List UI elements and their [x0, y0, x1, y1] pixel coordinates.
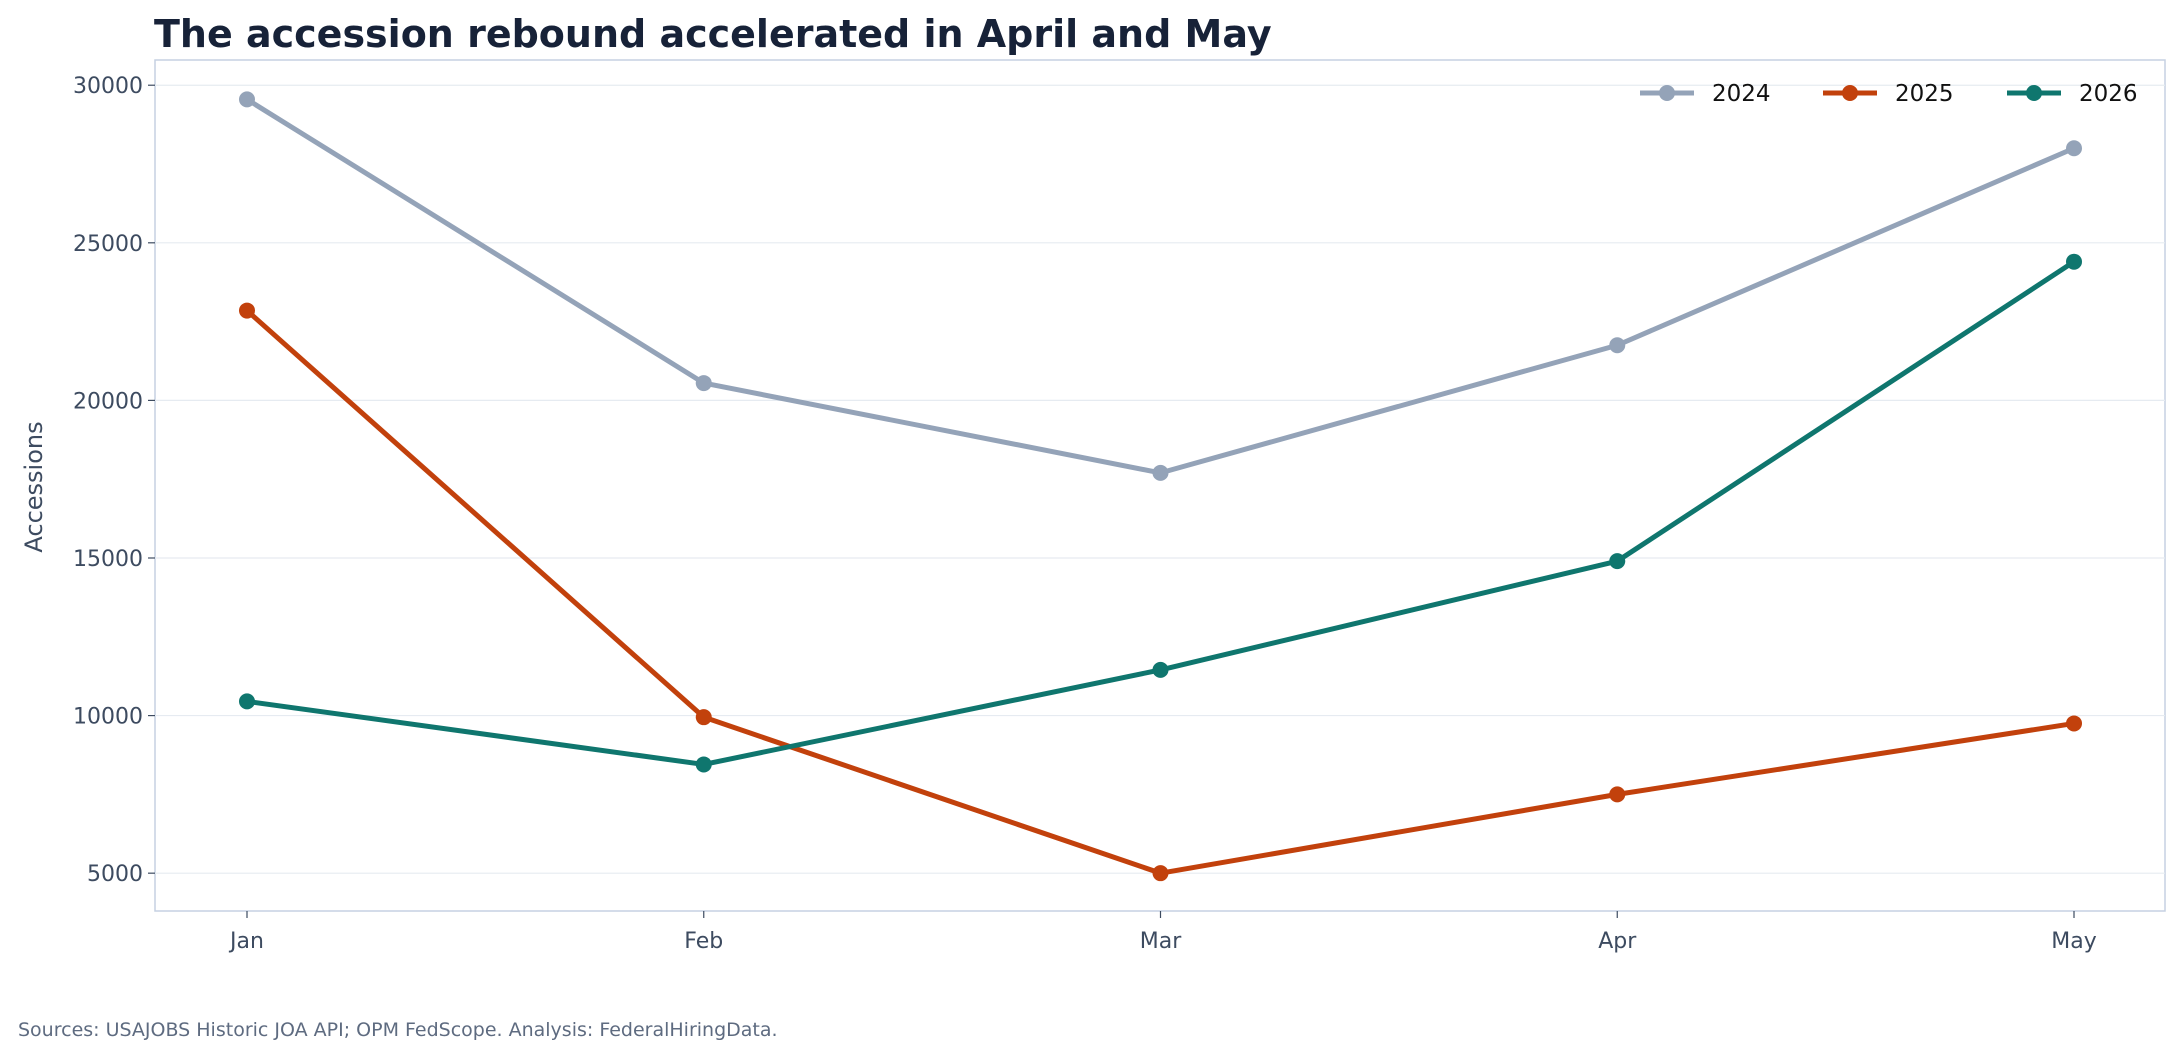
data-point: [1609, 337, 1626, 354]
legend: 2024 2025 2026: [1640, 81, 2138, 107]
data-point: [1152, 661, 1169, 678]
gridlines: [155, 84, 2165, 874]
plot-area: [154, 59, 2166, 912]
data-point: [1609, 786, 1626, 803]
data-point: [239, 91, 255, 108]
data-point: [1609, 553, 1626, 570]
legend-item-2025: 2025: [1823, 81, 1954, 107]
data-point: [2066, 140, 2082, 157]
x-tick-label: Mar: [1140, 929, 1182, 954]
y-tick-label: 20000: [73, 389, 143, 414]
y-tick-label: 25000: [73, 232, 143, 257]
legend-label: 2024: [1712, 81, 1771, 107]
data-point: [239, 302, 255, 319]
x-tick-label: Feb: [684, 929, 723, 954]
y-tick-label: 30000: [73, 74, 143, 99]
data-point: [695, 375, 712, 392]
data-point: [695, 709, 712, 726]
series-group: [239, 91, 2082, 882]
chart-title: The accession rebound accelerated in Apr…: [154, 12, 1272, 56]
legend-label: 2025: [1895, 81, 1954, 107]
legend-label: 2026: [2079, 81, 2138, 107]
legend-marker: [1842, 85, 1858, 101]
legend-marker: [1659, 85, 1675, 101]
y-tick-label: 15000: [73, 547, 143, 572]
data-point: [1152, 464, 1169, 481]
data-point: [695, 756, 712, 773]
x-tick-label: May: [2051, 929, 2096, 954]
source-note: Sources: USAJOBS Historic JOA API; OPM F…: [18, 1019, 778, 1041]
y-axis: 5000 10000 15000 20000 25000 30000: [73, 74, 155, 887]
x-tick-label: Jan: [228, 929, 264, 954]
y-tick-label: 5000: [87, 862, 143, 887]
legend-marker: [2026, 85, 2042, 101]
legend-item-2026: 2026: [2007, 81, 2138, 107]
data-point: [1152, 865, 1169, 882]
series-2025: [239, 302, 2082, 882]
series-2026: [239, 253, 2082, 773]
data-point: [239, 693, 255, 710]
data-point: [2066, 715, 2082, 732]
y-tick-label: 10000: [73, 705, 143, 730]
legend-item-2024: 2024: [1640, 81, 1771, 107]
y-axis-label: Accessions: [20, 421, 48, 552]
x-tick-label: Apr: [1598, 929, 1637, 954]
x-axis: Jan Feb Mar Apr May: [228, 911, 2097, 954]
data-point: [2066, 253, 2082, 270]
series-2024: [239, 91, 2082, 481]
